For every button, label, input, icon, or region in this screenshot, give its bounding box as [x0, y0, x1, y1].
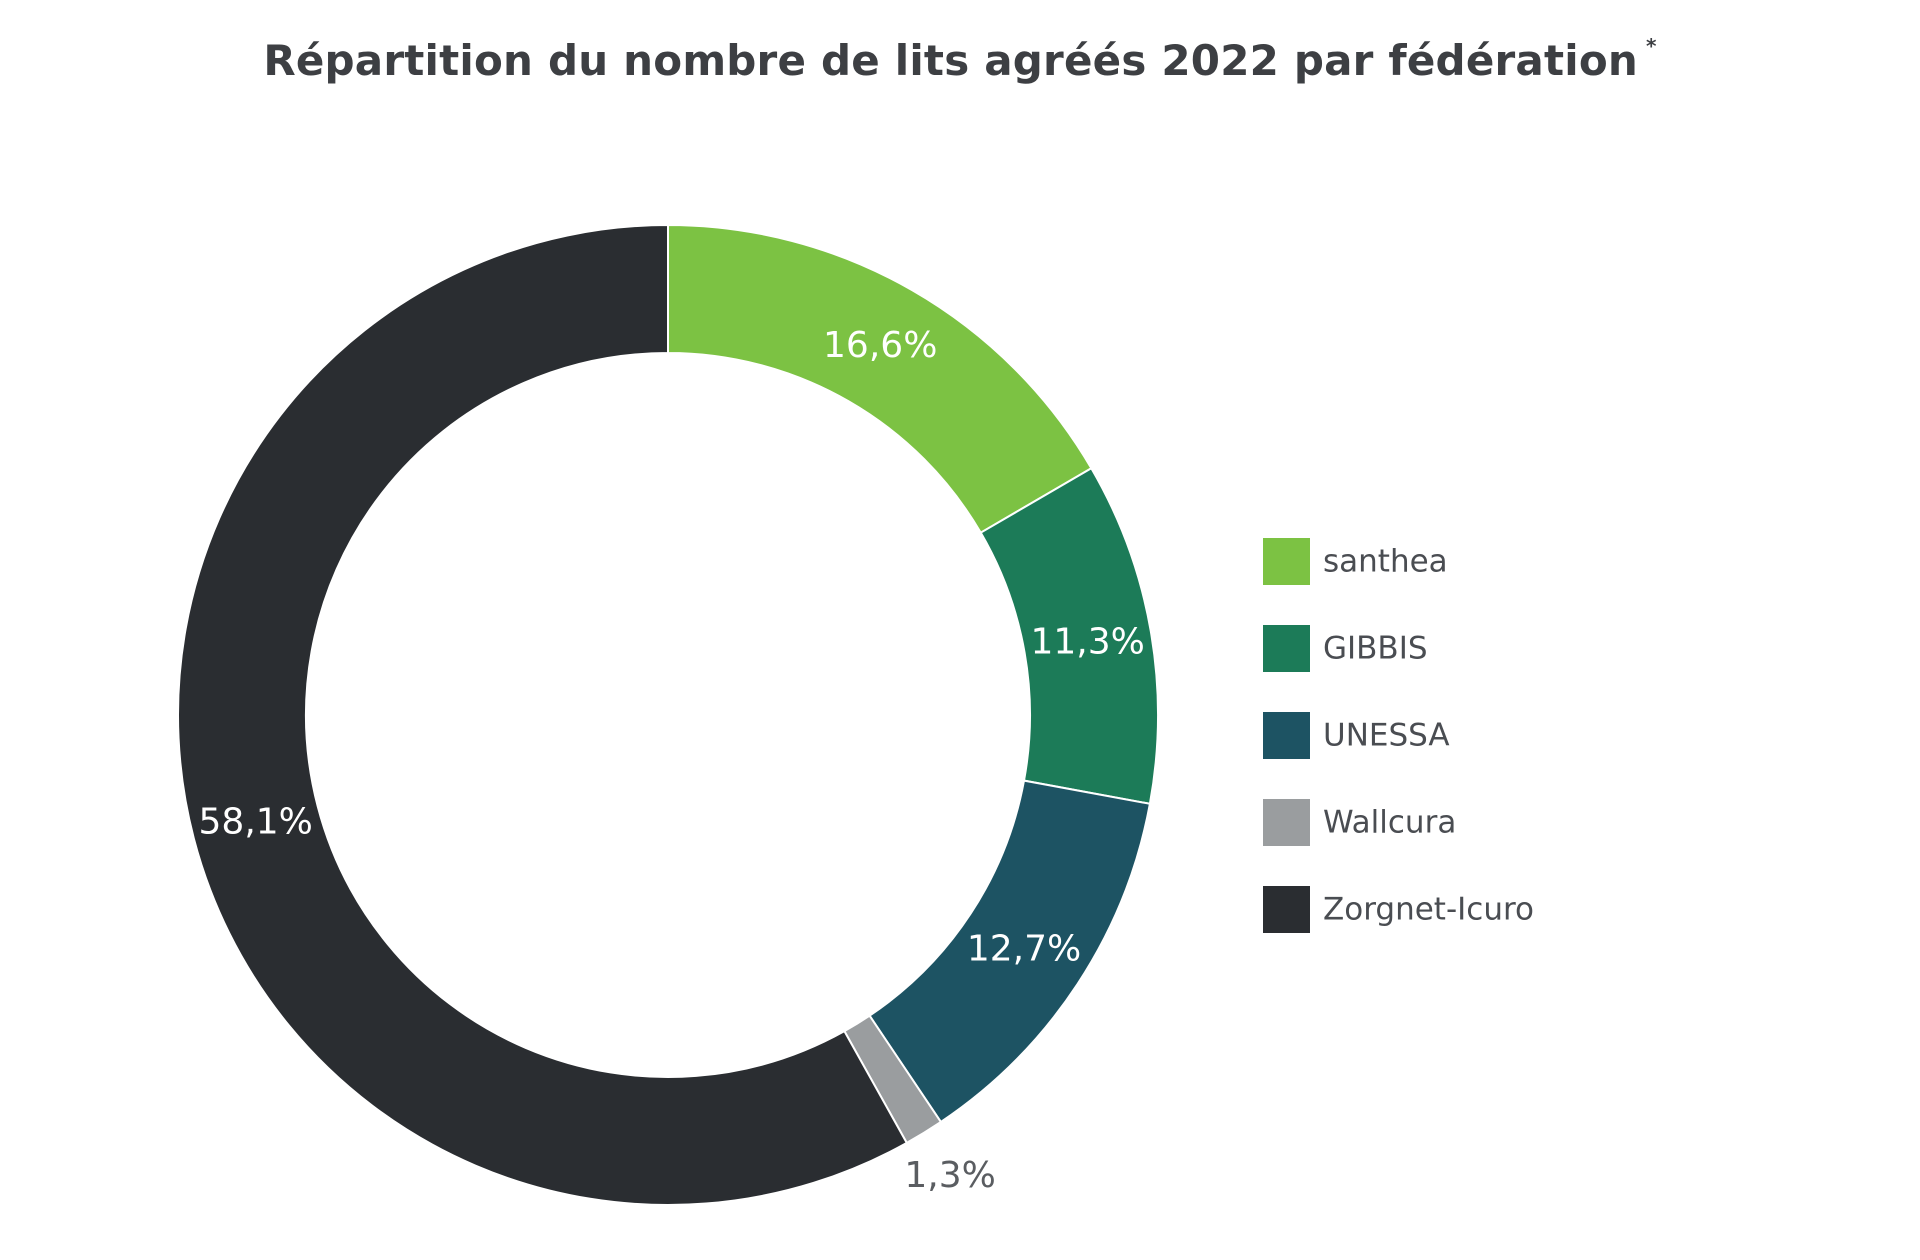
legend-label-santhea: santhea: [1323, 544, 1448, 580]
slice-santhea: [667, 223, 1093, 535]
legend-item-gibbis: GIBBIS: [1263, 625, 1428, 672]
slices-layer: [177, 223, 1159, 1206]
legend-item-santhea: santhea: [1263, 538, 1448, 585]
slice-labels-layer: 16,6% 11,3% 12,7% 1,3% 58,1%: [199, 325, 1145, 1196]
chart-title-footnote-mark: *: [1646, 34, 1657, 58]
legend-swatch-gibbis: [1263, 625, 1310, 672]
legend-item-wallcura: Wallcura: [1263, 799, 1456, 846]
legend-swatch-zorgnet-icuro: [1263, 886, 1310, 933]
chart-title: Répartition du nombre de lits agréés 202…: [0, 34, 1920, 85]
legend-swatch-wallcura: [1263, 799, 1310, 846]
slice-label-gibbis: 11,3%: [1030, 621, 1144, 662]
slice-zorgnet-icuro: [177, 223, 909, 1206]
slice-label-unessa: 12,7%: [967, 928, 1081, 969]
legend-swatch-santhea: [1263, 538, 1310, 585]
slice-label-zorgnet-icuro: 58,1%: [199, 802, 313, 843]
legend: santhea GIBBIS UNESSA Wallcura Zorgnet-Icuro: [1263, 538, 1534, 933]
legend-label-unessa: UNESSA: [1323, 718, 1450, 754]
legend-label-zorgnet-icuro: Zorgnet-Icuro: [1323, 892, 1534, 928]
legend-item-zorgnet-icuro: Zorgnet-Icuro: [1263, 886, 1534, 933]
slice-label-santhea: 16,6%: [823, 325, 937, 366]
legend-item-unessa: UNESSA: [1263, 712, 1450, 759]
chart-title-text: Répartition du nombre de lits agréés 202…: [263, 36, 1638, 85]
legend-label-gibbis: GIBBIS: [1323, 631, 1428, 667]
legend-swatch-unessa: [1263, 712, 1310, 759]
legend-label-wallcura: Wallcura: [1323, 805, 1456, 841]
slice-label-wallcura: 1,3%: [904, 1155, 995, 1196]
